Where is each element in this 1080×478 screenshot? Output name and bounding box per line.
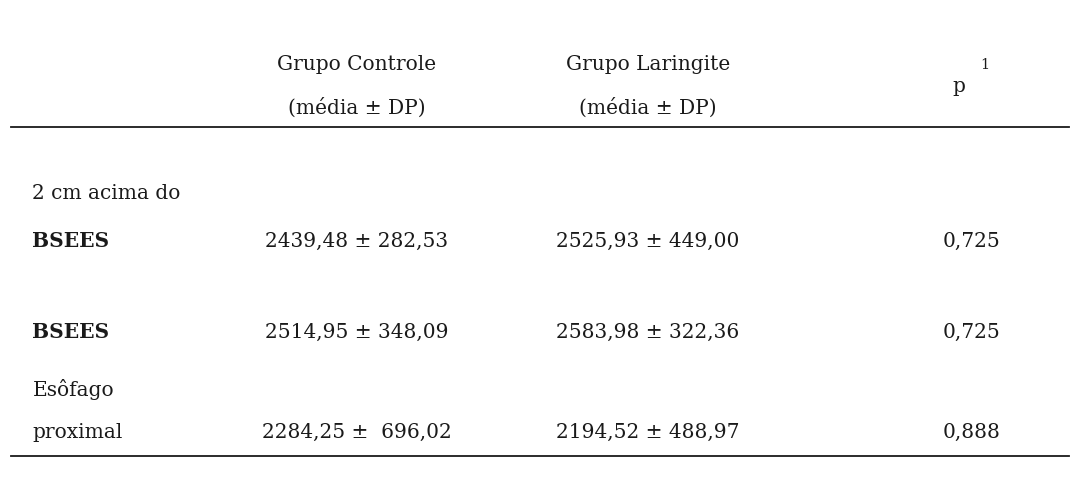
Text: 1: 1 [981, 57, 989, 72]
Text: Grupo Controle: Grupo Controle [276, 55, 436, 74]
Text: Grupo Laringite: Grupo Laringite [566, 55, 730, 74]
Text: proximal: proximal [32, 423, 123, 442]
Text: p: p [953, 76, 966, 96]
Text: 2525,93 ± 449,00: 2525,93 ± 449,00 [556, 232, 740, 251]
Text: 2514,95 ± 348,09: 2514,95 ± 348,09 [265, 323, 448, 342]
Text: 0,725: 0,725 [943, 232, 1001, 251]
Text: 2284,25 ±  696,02: 2284,25 ± 696,02 [261, 423, 451, 442]
Text: BSEES: BSEES [32, 322, 109, 342]
Text: 2194,52 ± 488,97: 2194,52 ± 488,97 [556, 423, 740, 442]
Text: 2583,98 ± 322,36: 2583,98 ± 322,36 [556, 323, 740, 342]
Text: 0,725: 0,725 [943, 323, 1001, 342]
Text: 2439,48 ± 282,53: 2439,48 ± 282,53 [265, 232, 448, 251]
Text: Esôfago: Esôfago [32, 379, 114, 400]
Text: 2 cm acima do: 2 cm acima do [32, 184, 180, 203]
Text: BSEES: BSEES [32, 231, 109, 251]
Text: (média ± DP): (média ± DP) [287, 98, 426, 118]
Text: (média ± DP): (média ± DP) [579, 98, 717, 118]
Text: 0,888: 0,888 [943, 423, 1001, 442]
